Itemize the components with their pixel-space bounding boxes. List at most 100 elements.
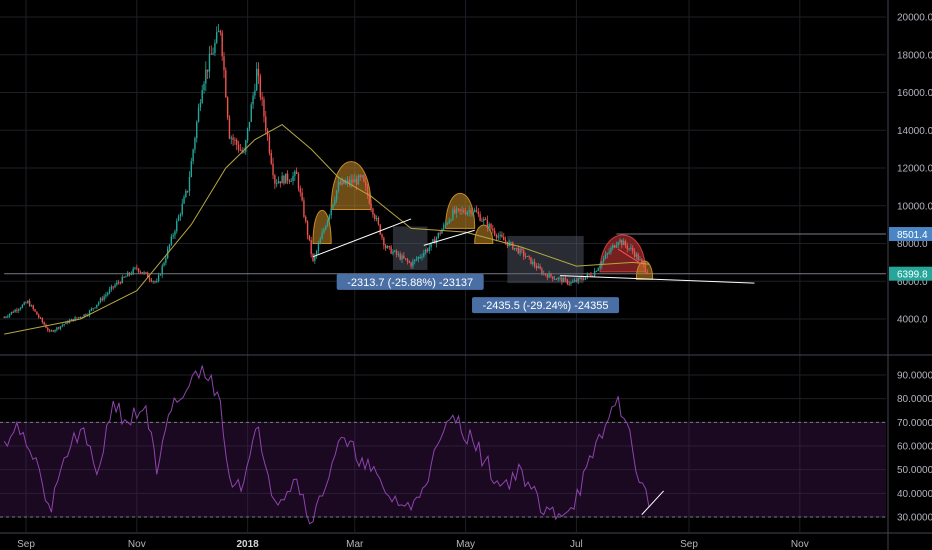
candle-body — [626, 245, 628, 249]
candle-body — [590, 274, 592, 277]
candle-body — [488, 224, 490, 228]
candle-body — [377, 218, 380, 225]
candle-body — [176, 220, 178, 232]
time-tick-label: Jul — [570, 539, 583, 550]
candle-body — [395, 250, 398, 255]
candle-body — [125, 276, 127, 278]
price-tick-label: 16000.0 — [897, 88, 932, 99]
candle-body — [599, 265, 601, 269]
time-tick-label: Sep — [680, 539, 698, 550]
candle-body — [119, 282, 122, 284]
candle-body — [277, 181, 280, 184]
candle-body — [630, 247, 632, 249]
rsi-pane — [0, 365, 886, 525]
candle-body — [196, 121, 198, 139]
candle-body — [415, 259, 418, 261]
price-tick-label: 18000.0 — [897, 50, 932, 61]
candle-body — [232, 137, 234, 140]
candle-body — [314, 255, 316, 261]
candle-body — [268, 136, 271, 153]
rsi-tick-label: 40.0000 — [897, 489, 932, 500]
moving-average-line — [4, 123, 650, 335]
candle-body — [457, 208, 460, 210]
rsi-tick-label: 30.0000 — [897, 513, 932, 524]
candle-body — [18, 309, 20, 311]
candle-body — [312, 253, 314, 261]
candle-body — [170, 236, 173, 245]
price-tick-label: 6000.0 — [897, 277, 928, 288]
candle-body — [579, 277, 581, 279]
candle-body — [575, 280, 578, 282]
candle-body — [145, 272, 147, 274]
candle-body — [88, 310, 91, 316]
candle-body — [404, 258, 407, 260]
candle-body — [159, 274, 162, 276]
candle-body — [593, 271, 596, 277]
candle-body — [83, 314, 85, 317]
measure-label: -2313.7 (-25.88%) -23137 — [347, 277, 473, 289]
candle-body — [492, 228, 494, 231]
time-tick-label: Nov — [128, 539, 146, 550]
candle-body — [123, 276, 125, 278]
candle-body — [292, 175, 294, 181]
candle-body — [7, 316, 9, 318]
measure-label-box — [472, 297, 620, 314]
candle-body — [424, 249, 427, 253]
candle-body — [208, 53, 211, 72]
candle-body — [263, 99, 265, 117]
candle-body — [139, 271, 142, 273]
candle-body — [552, 276, 554, 279]
candle-body — [205, 69, 207, 84]
candle-body — [635, 254, 638, 257]
candle-body — [453, 209, 456, 214]
candle-body — [305, 216, 307, 222]
candle-body — [637, 254, 639, 261]
candle-body — [566, 279, 569, 284]
price-tag — [889, 266, 932, 281]
candle-body — [339, 181, 341, 185]
candle-body — [315, 250, 318, 256]
candle-body — [343, 180, 345, 184]
candle-body — [450, 219, 452, 221]
candle-body — [228, 117, 231, 139]
candle-body — [325, 226, 327, 230]
candle-body — [586, 274, 588, 277]
rsi-trendline — [641, 490, 664, 515]
candle-body — [479, 214, 481, 221]
rsi-tick-label: 50.0000 — [897, 465, 932, 476]
candle-body — [203, 83, 205, 91]
time-tick-label: Sep — [17, 539, 35, 550]
candle-body — [572, 281, 574, 283]
candle-body — [337, 181, 340, 191]
candle-body — [290, 180, 292, 182]
candle-body — [148, 277, 151, 280]
candle-body — [435, 237, 438, 244]
candle-body — [346, 180, 349, 182]
candle-body — [197, 107, 200, 122]
candle-body — [519, 248, 521, 254]
candle-body — [557, 277, 559, 280]
candle-body — [401, 255, 403, 260]
candle-body — [12, 311, 14, 313]
candle-body — [117, 282, 120, 284]
candle-body — [441, 229, 443, 234]
candle-body — [555, 278, 558, 280]
candle-body — [52, 330, 54, 332]
candle-body — [517, 247, 519, 254]
candle-body — [610, 248, 612, 253]
price-tag — [889, 227, 932, 242]
candle-body — [581, 277, 583, 280]
candle-body — [288, 180, 291, 182]
trendline — [617, 248, 643, 265]
candle-body — [241, 150, 243, 153]
candle-body — [501, 234, 503, 237]
candle-body — [217, 30, 220, 33]
candle-body — [361, 175, 363, 177]
candle-body — [57, 327, 60, 329]
candle-body — [533, 261, 536, 266]
candle-body — [245, 140, 247, 152]
candle-body — [452, 209, 454, 220]
candle-body — [473, 210, 476, 212]
candle-body — [257, 68, 260, 77]
candle-body — [602, 258, 605, 262]
